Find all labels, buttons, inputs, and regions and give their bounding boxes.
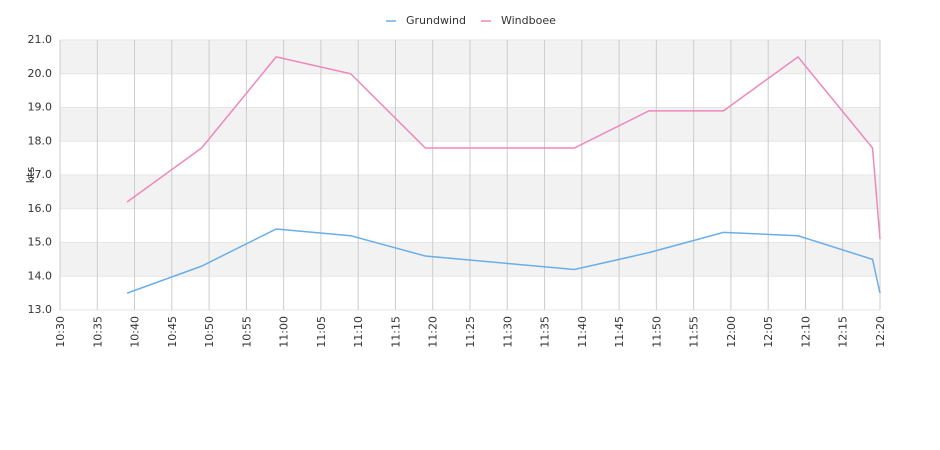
x-tick-label: 11:35	[539, 316, 552, 348]
x-tick-label: 11:20	[427, 316, 440, 348]
x-tick-label: 12:05	[762, 316, 775, 348]
x-tick-label: 11:00	[278, 316, 291, 348]
y-tick-label: 16.0	[28, 202, 53, 215]
y-tick-label: 20.0	[28, 67, 53, 80]
x-tick-label: 12:20	[874, 316, 887, 348]
legend-label: Grundwind	[406, 14, 466, 27]
x-tick-label: 12:10	[799, 316, 812, 348]
x-tick-label: 11:30	[501, 316, 514, 348]
x-tick-label: 10:50	[203, 316, 216, 348]
y-tick-label: 17.0	[28, 168, 53, 181]
x-tick-label: 11:40	[576, 316, 589, 348]
x-tick-label: 12:15	[837, 316, 850, 348]
x-tick-label: 10:45	[166, 316, 179, 348]
x-tick-label: 11:55	[688, 316, 701, 348]
legend-label: Windboee	[501, 14, 556, 27]
y-axis-label: kts	[24, 167, 37, 184]
x-tick-label: 10:55	[240, 316, 253, 348]
x-tick-label: 11:05	[315, 316, 328, 348]
x-tick-label: 10:35	[91, 316, 104, 348]
data-line	[126, 228, 881, 294]
x-tick-label: 11:50	[650, 316, 663, 348]
y-tick-label: 14.0	[28, 269, 53, 282]
x-tick-label: 11:45	[613, 316, 626, 348]
y-tick-label: 18.0	[28, 134, 53, 147]
x-tick-label: 10:40	[129, 316, 142, 348]
data-line	[126, 55, 881, 240]
x-tick-label: 11:15	[389, 316, 402, 348]
y-tick-label: 21.0	[28, 33, 53, 46]
x-tick-label: 12:00	[725, 316, 738, 348]
y-tick-label: 15.0	[28, 236, 53, 249]
x-tick-label: 11:10	[352, 316, 365, 348]
x-tick-label: 10:30	[54, 316, 67, 348]
y-tick-label: 19.0	[28, 101, 53, 114]
x-tick-label: 11:25	[464, 316, 477, 348]
y-tick-label: 13.0	[28, 303, 53, 316]
